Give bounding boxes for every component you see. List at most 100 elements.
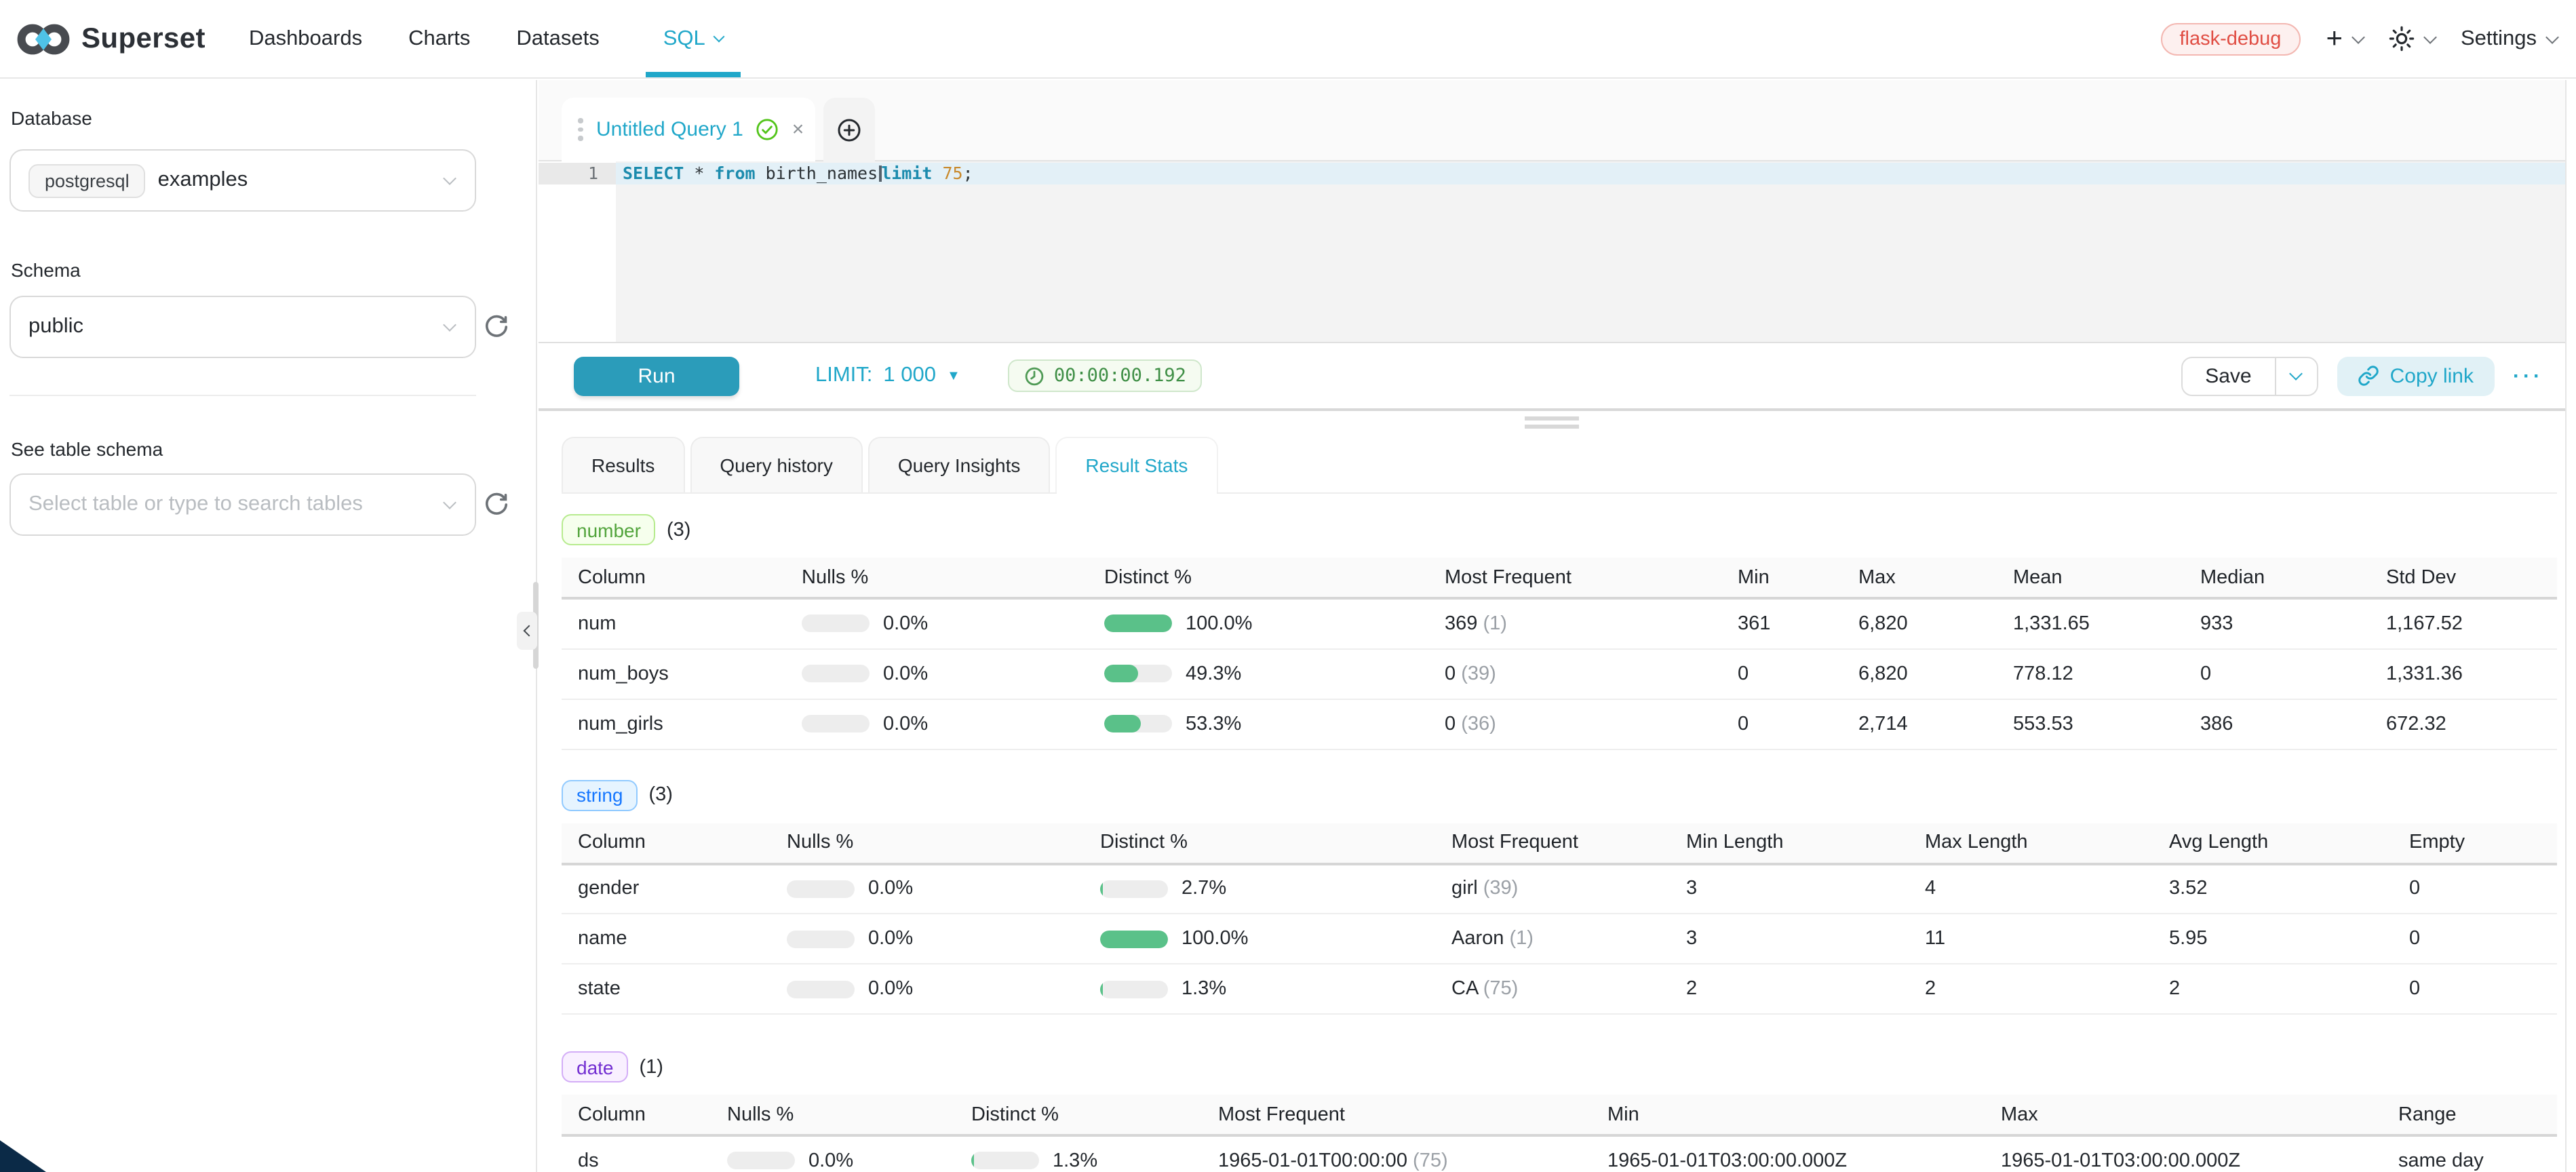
save-button[interactable]: Save (2182, 357, 2274, 394)
cell-column-name: ds (562, 1135, 711, 1172)
sql-statement: SELECT*frombirth_nameslimit75; (623, 163, 973, 184)
chevron-left-icon (523, 625, 534, 637)
new-item-dropdown[interactable]: + (2326, 24, 2363, 53)
cell: same day (2382, 1135, 2557, 1172)
more-options-button[interactable]: ··· (2513, 364, 2543, 387)
table-row: state 0.0% 1.3% CA (75) 2 2 2 0 (562, 964, 2557, 1014)
cell: 1,331.65 (1997, 598, 2184, 648)
nulls-bar (802, 615, 870, 633)
nulls-bar (802, 715, 870, 732)
type-badge-string[interactable]: string (562, 779, 638, 810)
cell: 778.12 (1997, 648, 2184, 699)
limit-dropdown[interactable]: LIMIT: 1 000 ▼ (815, 364, 960, 388)
superset-logo[interactable]: Superset (16, 21, 206, 56)
cell-nulls: 0.0% (711, 1135, 955, 1172)
nav-sql[interactable]: SQL (646, 0, 741, 77)
table-select-placeholder: Select table or type to search tables (28, 492, 363, 517)
tab-result-stats[interactable]: Result Stats (1055, 437, 1217, 492)
line-number: 1 (539, 163, 598, 184)
tab-query-history[interactable]: Query history (690, 437, 863, 492)
navbar: Superset Dashboards Charts Datasets SQL … (0, 0, 2576, 79)
cell-column-name: name (562, 914, 770, 964)
collapse-sidebar-button[interactable] (517, 612, 537, 650)
sql-keyword: limit (881, 163, 932, 184)
column-count: (3) (648, 784, 672, 806)
tab-query-insights[interactable]: Query Insights (868, 437, 1051, 492)
stats-section-date: date (1) Column Nulls % Distinct % Most … (562, 1051, 2557, 1172)
sidebar-divider (9, 395, 476, 396)
editor-gutter (539, 161, 616, 342)
plus-icon: + (2326, 24, 2343, 53)
cell-column-name: num (562, 598, 785, 648)
copy-link-button[interactable]: Copy link (2337, 356, 2494, 395)
nav-dashboards[interactable]: Dashboards (249, 26, 362, 51)
column-header: Min Length (1670, 823, 1909, 863)
cell-column-name: state (562, 964, 770, 1014)
cell-nulls: 0.0% (785, 598, 1088, 648)
sql-keyword: from (714, 163, 755, 184)
save-split-button: Save (2181, 356, 2318, 395)
cell-column-name: num_boys (562, 648, 785, 699)
section-header: string (3) (562, 779, 2557, 810)
database-engine-tag: postgresql (28, 163, 146, 197)
chevron-down-icon (2351, 30, 2365, 43)
chevron-down-icon (2290, 367, 2303, 380)
column-header: Column (562, 823, 770, 863)
nav-datasets[interactable]: Datasets (516, 26, 599, 51)
add-query-tab-button[interactable] (823, 98, 875, 161)
theme-toggle[interactable] (2389, 26, 2435, 52)
cell-most-frequent: CA (75) (1435, 964, 1670, 1014)
cell: 1965-01-01T03:00:00.000Z (1591, 1135, 1985, 1172)
stats-section-number: number (3) Column Nulls % Distinct % Mos… (562, 514, 2557, 749)
brand-name: Superset (81, 22, 206, 55)
column-header: Nulls % (785, 558, 1088, 598)
query-tab[interactable]: Untitled Query 1 × (562, 98, 815, 161)
run-query-button[interactable]: Run (574, 356, 739, 395)
sql-semicolon: ; (963, 163, 973, 184)
drag-handle-icon[interactable] (578, 119, 583, 141)
cell-nulls: 0.0% (770, 863, 1084, 914)
save-options-button[interactable] (2275, 357, 2317, 394)
type-badge-number[interactable]: number (562, 514, 656, 545)
tab-results[interactable]: Results (562, 437, 684, 492)
main-nav: Dashboards Charts Datasets SQL (249, 0, 741, 77)
query-tabbar: Untitled Query 1 × (539, 80, 2565, 161)
cell: 361 (1721, 598, 1842, 648)
cell-distinct: 1.3% (955, 1135, 1202, 1172)
database-value: examples (158, 168, 248, 193)
distinct-bar (1104, 665, 1172, 682)
cell: 0 (2393, 964, 2557, 1014)
cell: 3 (1670, 863, 1909, 914)
nav-charts[interactable]: Charts (408, 26, 470, 51)
column-header: Column (562, 558, 785, 598)
superset-sql-lab: Superset Dashboards Charts Datasets SQL … (0, 0, 2576, 1172)
cell-distinct: 100.0% (1088, 598, 1428, 648)
column-header: Distinct % (1088, 558, 1428, 598)
schema-value: public (28, 315, 83, 339)
refresh-tables-icon[interactable] (484, 492, 509, 517)
nulls-bar (727, 1152, 795, 1170)
cell: 2 (2153, 964, 2393, 1014)
cell-nulls: 0.0% (785, 699, 1088, 749)
close-tab-icon[interactable]: × (792, 119, 804, 140)
settings-menu[interactable]: Settings (2461, 26, 2557, 51)
schema-select[interactable]: public (9, 296, 476, 358)
refresh-schemas-icon[interactable] (484, 315, 509, 339)
results-tabbar: Results Query history Query Insights Res… (562, 438, 2557, 494)
column-header: Max (1985, 1095, 2382, 1135)
column-header: Column (562, 1095, 711, 1135)
table-select[interactable]: Select table or type to search tables (9, 473, 476, 536)
cell-column-name: num_girls (562, 699, 785, 749)
resize-handle[interactable] (1525, 416, 1579, 429)
clock-icon (1024, 366, 1045, 386)
cell-nulls: 0.0% (785, 648, 1088, 699)
active-nav-underline (646, 72, 741, 77)
database-select[interactable]: postgresql examples (9, 149, 476, 212)
sql-code-editor[interactable]: 1 SELECT*frombirth_nameslimit75; (539, 161, 2565, 343)
page-scrollbar[interactable] (2565, 80, 2576, 1172)
column-header: Median (2184, 558, 2370, 598)
cell-distinct: 2.7% (1084, 863, 1435, 914)
type-badge-date[interactable]: date (562, 1051, 629, 1082)
column-header: Min (1721, 558, 1842, 598)
column-header: Nulls % (711, 1095, 955, 1135)
